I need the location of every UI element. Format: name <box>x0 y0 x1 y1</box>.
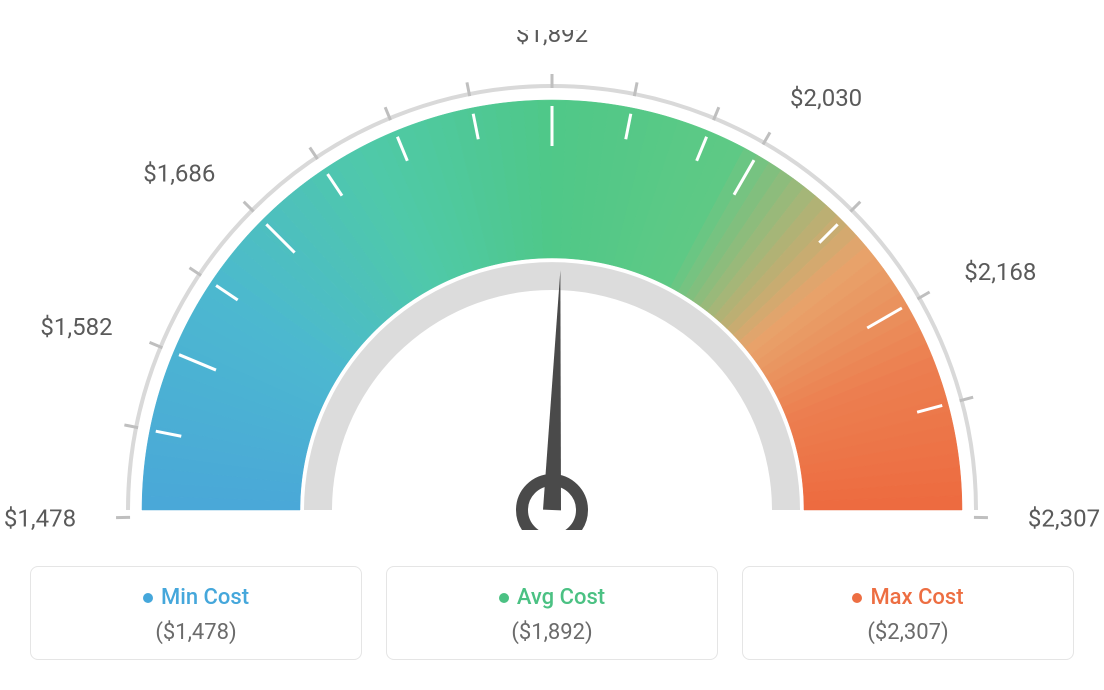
legend-value-avg: ($1,892) <box>397 620 707 645</box>
legend-card-max: Max Cost ($2,307) <box>742 566 1074 660</box>
legend-card-avg: Avg Cost ($1,892) <box>386 566 718 660</box>
legend-label-max: Max Cost <box>870 585 963 610</box>
gauge-chart-container: $1,478 $1,582 $1,686 $1,892 $2,030 $2,168 $2,3… <box>0 0 1104 690</box>
gauge-tick-label: $1,582 <box>40 313 112 341</box>
gauge-tick-label: $1,892 <box>516 30 588 48</box>
gauge-tick-label: $2,168 <box>964 258 1036 286</box>
legend-value-min: ($1,478) <box>41 620 351 645</box>
gauge-area: $1,478 $1,582 $1,686 $1,892 $2,030 $2,168 $2,3… <box>0 30 1104 530</box>
legend-title-min: Min Cost <box>143 585 249 610</box>
gauge-svg: $1,478 $1,582 $1,686 $1,892 $2,030 $2,168 $2,3… <box>0 30 1104 530</box>
gauge-tick-label: $1,686 <box>143 159 215 187</box>
legend-label-avg: Avg Cost <box>517 585 605 610</box>
legend-label-min: Min Cost <box>161 585 249 610</box>
legend-dot-min <box>143 593 153 603</box>
gauge-tick-label: $2,307 <box>1028 504 1100 530</box>
legend-area: Min Cost ($1,478) Avg Cost ($1,892) Max … <box>30 566 1074 660</box>
legend-value-max: ($2,307) <box>753 620 1063 645</box>
legend-card-min: Min Cost ($1,478) <box>30 566 362 660</box>
legend-dot-max <box>852 593 862 603</box>
legend-title-avg: Avg Cost <box>499 585 605 610</box>
gauge-tick-label: $1,478 <box>4 504 76 530</box>
gauge-tick-label: $2,030 <box>790 84 862 112</box>
legend-dot-avg <box>499 593 509 603</box>
legend-title-max: Max Cost <box>852 585 963 610</box>
